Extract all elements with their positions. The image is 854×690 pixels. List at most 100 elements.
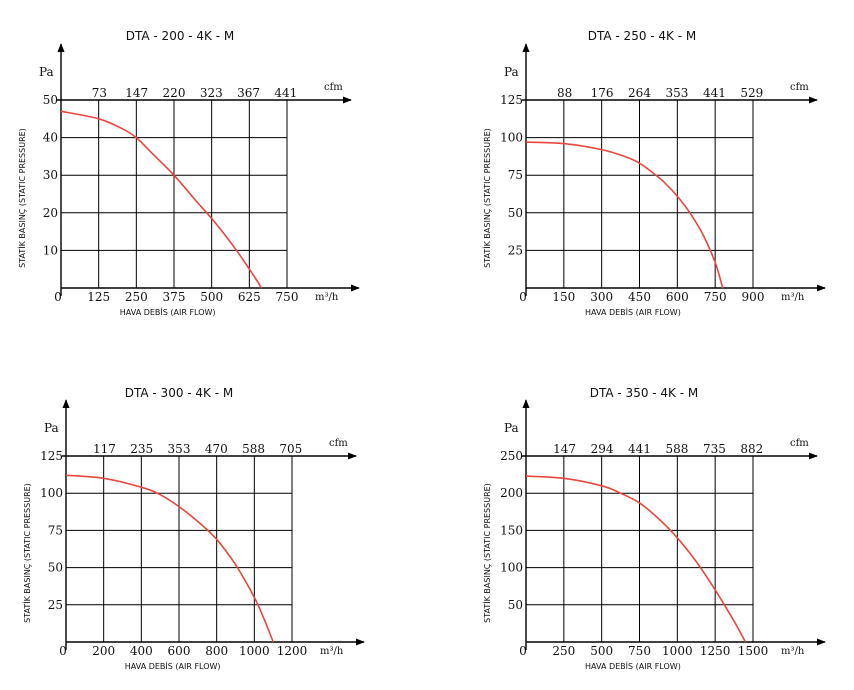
y-tick-label: 50 — [43, 93, 58, 107]
pressure-unit-label: Pa — [39, 65, 54, 79]
y-tick-label: 200 — [500, 486, 523, 500]
x-tick-label: 375 — [163, 290, 186, 304]
y-tick-label: 250 — [500, 449, 523, 463]
performance-curve — [60, 110, 263, 289]
x-tick-label: 1200 — [277, 644, 308, 658]
flow-unit-bottom-label: m³/h — [781, 292, 805, 303]
x-axis-title: HAVA DEBİS (AIR FLOW) — [125, 661, 221, 671]
cfm-tick-label: 441 — [703, 86, 726, 100]
cfm-tick-label: 441 — [628, 442, 651, 456]
x-tick-label: 0 — [519, 644, 527, 658]
x-tick-label: 150 — [552, 290, 575, 304]
chart-panel-4: DTA - 350 - 4K - M Pa 50 100 150 200 250 0 250 50… — [482, 386, 826, 671]
x-tick-label: 500 — [590, 644, 613, 658]
y-tick-label: 40 — [43, 131, 58, 145]
cfm-tick-label: 147 — [125, 86, 148, 100]
y-axis-title: STATİK BASINÇ (STATIC PRESSURE) — [482, 128, 492, 268]
y-axis-title: STATİK BASINÇ (STATIC PRESSURE) — [17, 128, 27, 268]
cfm-tick-label: 588 — [666, 442, 689, 456]
performance-curve — [65, 474, 274, 643]
chart-panel-3: DTA - 300 - 4K - M Pa 25 50 75 100 125 0 200 400 6… — [22, 386, 365, 671]
cfm-tick-label: 117 — [93, 442, 116, 456]
pressure-unit-label: Pa — [504, 421, 519, 435]
y-tick-label: 125 — [40, 449, 63, 463]
y-tick-label: 100 — [500, 561, 523, 575]
x-tick-label: 750 — [276, 290, 299, 304]
x-tick-label: 750 — [704, 290, 727, 304]
performance-curve — [525, 141, 724, 289]
pressure-unit-label: Pa — [504, 65, 519, 79]
x-tick-label: 200 — [92, 644, 115, 658]
cfm-tick-label: 235 — [130, 442, 153, 456]
x-tick-label: 600 — [168, 644, 191, 658]
cfm-tick-label: 73 — [92, 86, 107, 100]
cfm-tick-label: 147 — [553, 442, 576, 456]
y-tick-label: 50 — [48, 561, 63, 575]
cfm-tick-label: 88 — [557, 86, 572, 100]
x-tick-label: 0 — [519, 290, 527, 304]
x-tick-label: 500 — [200, 290, 223, 304]
x-tick-label: 600 — [666, 290, 689, 304]
y-tick-label: 25 — [508, 243, 523, 257]
x-tick-label: 450 — [628, 290, 651, 304]
y-tick-label: 30 — [43, 168, 58, 182]
y-axis-title: STATİK BASINÇ (STATIC PRESSURE) — [482, 483, 492, 623]
chart-title: DTA - 250 - 4K - M — [588, 29, 697, 43]
x-tick-label: 250 — [552, 644, 575, 658]
cfm-tick-label: 294 — [591, 442, 614, 456]
y-axis-title: STATİK BASINÇ (STATIC PRESSURE) — [22, 483, 32, 623]
x-tick-label: 1500 — [738, 644, 769, 658]
y-tick-label: 150 — [500, 523, 523, 537]
x-tick-label: 250 — [125, 290, 148, 304]
cfm-tick-label: 176 — [591, 86, 614, 100]
flow-unit-top-label: cfm — [324, 82, 343, 93]
x-tick-label: 750 — [628, 644, 651, 658]
cfm-tick-label: 529 — [740, 86, 763, 100]
cfm-tick-label: 882 — [740, 442, 763, 456]
y-tick-label: 100 — [500, 131, 523, 145]
cfm-tick-label: 588 — [242, 442, 265, 456]
y-tick-label: 25 — [48, 598, 63, 612]
x-tick-label: 300 — [590, 290, 613, 304]
cfm-tick-label: 264 — [628, 86, 651, 100]
x-tick-label: 625 — [238, 290, 261, 304]
flow-unit-bottom-label: m³/h — [315, 292, 339, 303]
chart-title: DTA - 350 - 4K - M — [590, 386, 699, 400]
y-tick-label: 10 — [43, 243, 58, 257]
cfm-tick-label: 705 — [279, 442, 302, 456]
y-tick-label: 75 — [508, 168, 523, 182]
performance-curve — [525, 475, 747, 643]
y-tick-label: 20 — [43, 206, 58, 220]
y-tick-label: 125 — [500, 93, 523, 107]
chart-panel-2: DTA - 250 - 4K - M Pa 25 50 75 100 125 0 150 300 4… — [482, 29, 826, 317]
y-tick-label: 100 — [40, 486, 63, 500]
cfm-tick-label: 735 — [703, 442, 726, 456]
x-tick-label: 400 — [130, 644, 153, 658]
flow-unit-bottom-label: m³/h — [320, 646, 344, 657]
cfm-tick-label: 441 — [274, 86, 297, 100]
cfm-tick-label: 367 — [237, 86, 260, 100]
x-tick-label: 0 — [59, 644, 67, 658]
x-tick-label: 1000 — [239, 644, 270, 658]
y-tick-label: 50 — [508, 598, 523, 612]
cfm-tick-label: 220 — [163, 86, 186, 100]
x-axis-title: HAVA DEBİS (AIR FLOW) — [585, 661, 681, 671]
x-axis-title: HAVA DEBİS (AIR FLOW) — [585, 307, 681, 317]
x-tick-label: 125 — [87, 290, 110, 304]
chart-title: DTA - 200 - 4K - M — [126, 29, 235, 43]
flow-unit-top-label: cfm — [790, 438, 809, 449]
cfm-tick-label: 470 — [205, 442, 228, 456]
cfm-tick-label: 353 — [666, 86, 689, 100]
flow-unit-top-label: cfm — [790, 82, 809, 93]
x-tick-label: 1250 — [700, 644, 731, 658]
x-tick-label: 900 — [742, 290, 765, 304]
x-tick-label: 1000 — [662, 644, 693, 658]
cfm-tick-label: 353 — [168, 442, 191, 456]
chart-title: DTA - 300 - 4K - M — [125, 386, 234, 400]
flow-unit-bottom-label: m³/h — [781, 646, 805, 657]
y-tick-label: 50 — [508, 206, 523, 220]
y-tick-label: 75 — [48, 523, 63, 537]
x-tick-label: 0 — [54, 290, 62, 304]
